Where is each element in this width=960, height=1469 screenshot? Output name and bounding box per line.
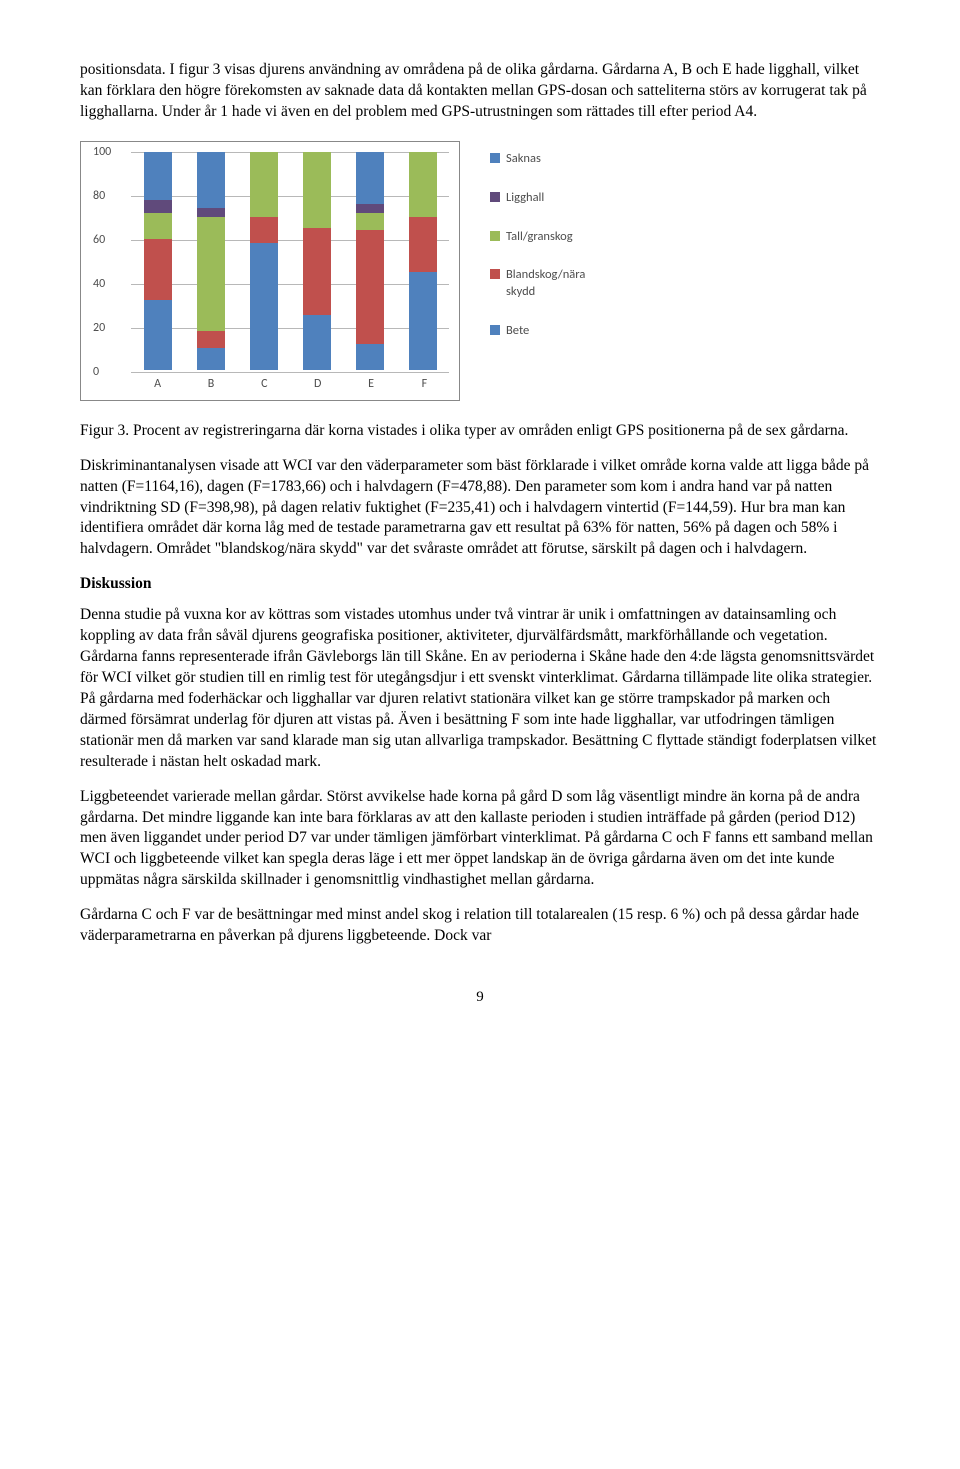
legend-item: Ligghall	[490, 190, 585, 207]
figure-caption: Figur 3. Procent av registreringarna där…	[80, 421, 880, 442]
x-tick-label: A	[154, 376, 161, 392]
segment-Bete	[250, 243, 278, 369]
segment-Tallgranskog	[303, 152, 331, 228]
segment-Blandskognraskydd	[356, 230, 384, 343]
bar-E	[356, 152, 384, 370]
segment-Saknas	[356, 152, 384, 204]
legend-label: Blandskog/nära skydd	[506, 267, 585, 301]
x-tick-label: F	[422, 376, 428, 392]
segment-Blandskognraskydd	[197, 331, 225, 348]
stacked-bar-chart: 0 20 40 60 80 100 A B C D E F	[80, 141, 460, 401]
segment-Ligghall	[197, 208, 225, 217]
legend-swatch	[490, 269, 500, 279]
segment-Blandskognraskydd	[144, 239, 172, 300]
y-tick-label: 100	[93, 144, 111, 160]
legend-label: Ligghall	[506, 190, 544, 207]
page-number: 9	[80, 987, 880, 1007]
y-tick-label: 60	[93, 232, 105, 248]
segment-Tallgranskog	[250, 152, 278, 217]
bars-group	[131, 152, 449, 370]
segment-Saknas	[144, 152, 172, 200]
legend-swatch	[490, 231, 500, 241]
bar-D	[303, 152, 331, 370]
x-tick-label: E	[368, 376, 374, 392]
segment-Bete	[144, 300, 172, 370]
legend-swatch	[490, 325, 500, 335]
segment-Ligghall	[356, 204, 384, 213]
segment-Ligghall	[144, 200, 172, 213]
grid-line	[131, 372, 449, 373]
y-tick-label: 40	[93, 276, 105, 292]
discussion-heading: Diskussion	[80, 574, 880, 595]
y-tick-label: 0	[93, 364, 99, 380]
segment-Bete	[197, 348, 225, 370]
x-tick-label: B	[208, 376, 215, 392]
paragraph-discussion-2: Liggbeteendet varierade mellan gårdar. S…	[80, 787, 880, 892]
segment-Blandskognraskydd	[303, 228, 331, 315]
legend-item: Bete	[490, 323, 585, 340]
legend-item: Tall/granskog	[490, 229, 585, 246]
bar-F	[409, 152, 437, 370]
legend-label: Bete	[506, 323, 529, 340]
chart-container: 0 20 40 60 80 100 A B C D E F Saknas Ligghall Tall/g…	[80, 141, 880, 401]
segment-Bete	[303, 315, 331, 370]
legend-label: Tall/granskog	[506, 229, 573, 246]
segment-Bete	[409, 272, 437, 370]
segment-Tallgranskog	[356, 213, 384, 230]
segment-Blandskognraskydd	[409, 217, 437, 272]
y-tick-label: 20	[93, 320, 105, 336]
x-tick-label: C	[261, 376, 267, 392]
legend-item: Blandskog/nära skydd	[490, 267, 585, 301]
y-tick-label: 80	[93, 188, 105, 204]
paragraph-discussion-1: Denna studie på vuxna kor av köttras som…	[80, 605, 880, 772]
segment-Bete	[356, 344, 384, 370]
segment-Tallgranskog	[197, 217, 225, 330]
bar-B	[197, 152, 225, 370]
paragraph-intro: positionsdata. I figur 3 visas djurens a…	[80, 60, 880, 123]
segment-Blandskognraskydd	[250, 217, 278, 243]
x-tick-label: D	[314, 376, 321, 392]
legend-swatch	[490, 153, 500, 163]
legend-item: Saknas	[490, 151, 585, 168]
bar-C	[250, 152, 278, 370]
chart-legend: Saknas Ligghall Tall/granskog Blandskog/när…	[490, 151, 585, 401]
paragraph-discussion-3: Gårdarna C och F var de besättningar med…	[80, 905, 880, 947]
paragraph-results: Diskriminantanalysen visade att WCI var …	[80, 456, 880, 561]
bar-A	[144, 152, 172, 370]
segment-Tallgranskog	[409, 152, 437, 217]
segment-Tallgranskog	[144, 213, 172, 239]
legend-swatch	[490, 192, 500, 202]
legend-label: Saknas	[506, 151, 541, 168]
segment-Saknas	[197, 152, 225, 209]
